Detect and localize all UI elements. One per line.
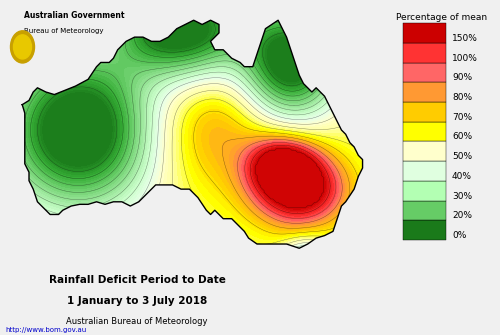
Bar xyxy=(404,122,446,141)
Bar xyxy=(404,181,446,201)
Text: Percentage of mean: Percentage of mean xyxy=(396,13,486,22)
Text: 80%: 80% xyxy=(452,93,472,102)
Bar xyxy=(404,141,446,161)
Bar xyxy=(404,23,446,43)
Text: 30%: 30% xyxy=(452,192,472,201)
Circle shape xyxy=(10,31,34,63)
Bar xyxy=(404,102,446,122)
Bar xyxy=(404,43,446,63)
Text: 0%: 0% xyxy=(452,231,466,240)
Text: 100%: 100% xyxy=(452,54,478,63)
Text: http://www.bom.gov.au: http://www.bom.gov.au xyxy=(5,327,86,333)
Text: 50%: 50% xyxy=(452,152,472,161)
Bar xyxy=(404,82,446,102)
Text: 60%: 60% xyxy=(452,133,472,141)
Text: Australian Government: Australian Government xyxy=(24,11,124,20)
Text: Australian Bureau of Meteorology: Australian Bureau of Meteorology xyxy=(66,318,208,326)
Text: 70%: 70% xyxy=(452,113,472,122)
Text: 20%: 20% xyxy=(452,211,472,220)
Text: 90%: 90% xyxy=(452,73,472,82)
Bar xyxy=(404,63,446,82)
Bar xyxy=(404,220,446,240)
Polygon shape xyxy=(286,261,320,286)
Text: Bureau of Meteorology: Bureau of Meteorology xyxy=(24,28,103,34)
Circle shape xyxy=(14,35,32,59)
Text: Rainfall Deficit Period to Date: Rainfall Deficit Period to Date xyxy=(48,275,226,285)
Bar xyxy=(404,201,446,220)
Text: 1 January to 3 July 2018: 1 January to 3 July 2018 xyxy=(67,296,207,306)
Text: 40%: 40% xyxy=(452,172,472,181)
Text: 150%: 150% xyxy=(452,34,478,43)
Bar xyxy=(404,161,446,181)
